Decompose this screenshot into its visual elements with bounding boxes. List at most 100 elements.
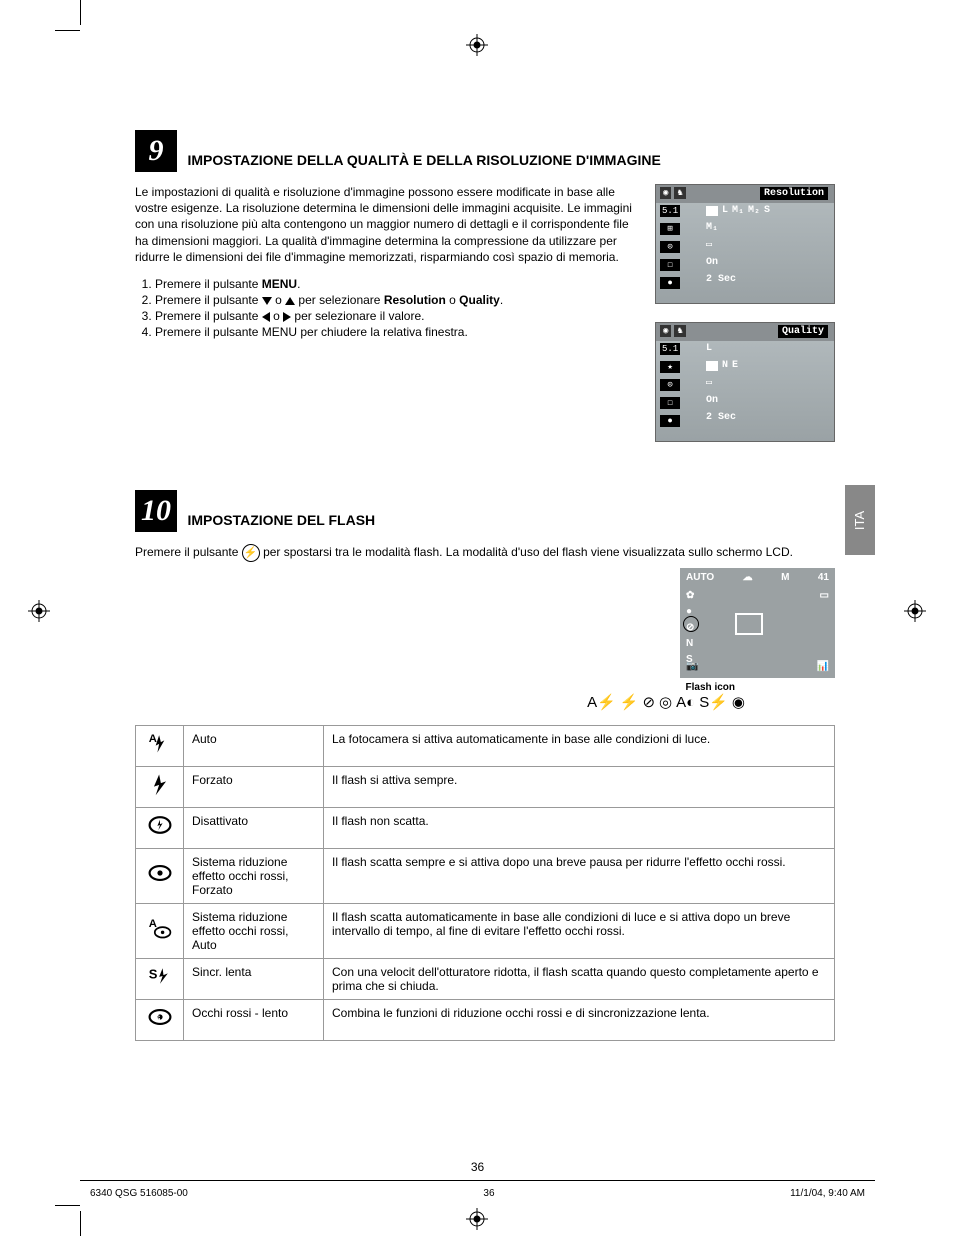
flash-mode-desc: Combina le funzioni di riduzione occhi r… (324, 1000, 835, 1041)
cam-row-icon: ● (660, 277, 680, 289)
flash-mode-desc: Con una velocit dell'otturatore ridotta,… (324, 959, 835, 1000)
cam-row-icon: ★ (660, 361, 680, 373)
step-text: Premere il pulsante (155, 277, 262, 291)
svg-text:A: A (148, 733, 156, 745)
cam-selected-icon (706, 206, 718, 216)
page-content: 9 IMPOSTAZIONE DELLA QUALITÀ E DELLA RIS… (80, 30, 875, 1206)
flash-mode-icon: A⚡ (587, 693, 616, 711)
table-row: Forzato Il flash si attiva sempre. (136, 767, 835, 808)
step-text: . (500, 293, 503, 307)
right-arrow-icon (283, 312, 291, 322)
flash-mode-icon: A◐ (676, 694, 695, 711)
cam-option: ▭ (706, 377, 738, 389)
lcd-indicator: ☁ (743, 572, 753, 583)
flash-redeye-forced-icon (136, 849, 184, 904)
lcd-indicator: AUTO (686, 572, 714, 583)
cam-option: N (722, 360, 728, 371)
section-9-header: 9 IMPOSTAZIONE DELLA QUALITÀ E DELLA RIS… (135, 130, 835, 172)
cam-mode-icon: ◉ (660, 325, 671, 337)
language-tab-label: ITA (852, 510, 867, 529)
lcd-focus-box-icon (735, 613, 763, 635)
step-text: o (273, 309, 283, 323)
camera-screen-resolution: ◉♞ Resolution 5.1 ⊞ ⊙ ☐ ● L M₁ (655, 184, 835, 304)
cam-row-icon: 5.1 (660, 205, 680, 217)
left-arrow-icon (262, 312, 270, 322)
flash-mode-desc: Il flash non scatta. (324, 808, 835, 849)
cam-row-icon: ● (660, 415, 680, 427)
cam-option: E (732, 360, 738, 371)
flash-mode-icon: ⚡ (620, 693, 639, 711)
step-text: o (446, 293, 459, 307)
cam-selected-icon (706, 361, 718, 371)
paragraph-text: per spostarsi tra le modalità flash. La … (263, 545, 793, 559)
svg-text:S: S (148, 967, 157, 982)
table-row: Disattivato Il flash non scatta. (136, 808, 835, 849)
section-10-title: IMPOSTAZIONE DEL FLASH (187, 512, 375, 532)
cam-row-icon: ⊙ (660, 241, 680, 253)
crop-mark (55, 1205, 80, 1206)
camera-screen-quality: ◉♞ Quality 5.1 ★ ⊙ ☐ ● L N (655, 322, 835, 442)
lcd-indicator: M (781, 572, 789, 583)
cam-mode-icon: ◉ (660, 187, 671, 199)
step-1: Premere il pulsante MENU. (155, 277, 643, 291)
flash-mode-desc: Il flash scatta automaticamente in base … (324, 904, 835, 959)
footer-timestamp: 11/1/04, 9:40 AM (790, 1188, 865, 1199)
step-text: per selezionare (298, 293, 383, 307)
page-number: 36 (80, 1160, 875, 1174)
cam-mode-icon: ♞ (674, 187, 685, 199)
cam-mode-icon: ♞ (674, 325, 685, 337)
flash-mode-desc: La fotocamera si attiva automaticamente … (324, 726, 835, 767)
section-10-header: 10 IMPOSTAZIONE DEL FLASH (135, 490, 835, 532)
flash-mode-name: Occhi rossi - lento (184, 1000, 324, 1041)
flash-button-icon: ⚡ (242, 544, 260, 562)
section-10-paragraph: Premere il pulsante ⚡ per spostarsi tra … (135, 544, 835, 562)
down-arrow-icon (262, 297, 272, 305)
flash-mode-name: Disattivato (184, 808, 324, 849)
step-text: Premere il pulsante (155, 293, 262, 307)
svg-text:S: S (155, 1015, 160, 1022)
flash-slow-icon: S (136, 959, 184, 1000)
section-9-steps: Premere il pulsante MENU. Premere il pul… (135, 277, 643, 339)
flash-mode-icon: S⚡ (699, 693, 728, 711)
cam-option: M₁ (732, 205, 744, 216)
flash-mode-name: Sistema riduzione effetto occhi rossi, A… (184, 904, 324, 959)
flash-mode-icon: ⊘ (642, 693, 655, 711)
table-row: Sistema riduzione effetto occhi rossi, F… (136, 849, 835, 904)
cam-option: M₂ (748, 205, 760, 216)
flash-mode-desc: Il flash si attiva sempre. (324, 767, 835, 808)
lcd-indicator: N (686, 638, 694, 649)
lcd-indicator: ✿ (686, 590, 694, 601)
lcd-indicator: 📷 (686, 661, 698, 672)
step-text: o (275, 293, 285, 307)
cam-option: ▭ (706, 239, 770, 251)
cam-option: 2 Sec (706, 274, 770, 285)
flash-mode-name: Auto (184, 726, 324, 767)
language-tab: ITA (845, 485, 875, 555)
flash-mode-name: Sincr. lenta (184, 959, 324, 1000)
flash-forced-icon (136, 767, 184, 808)
camera-lcd-flash: AUTO ☁ M 41 ✿ ● ⊘ N S ▭ (680, 568, 835, 678)
cam-option: L (722, 205, 728, 216)
section-9-title: IMPOSTAZIONE DELLA QUALITÀ E DELLA RISOL… (187, 152, 660, 172)
cam-option: S (764, 205, 770, 216)
callout-circle-icon (683, 616, 699, 632)
flash-mode-icon: ◎ (659, 693, 672, 711)
cam-row-icon: ⊙ (660, 379, 680, 391)
cam-option: On (706, 257, 770, 268)
step-bold: Resolution (384, 293, 446, 307)
registration-mark-icon (904, 600, 926, 622)
section-number-10: 10 (135, 490, 177, 532)
crop-mark (80, 1211, 81, 1236)
step-text: per selezionare il valore. (294, 309, 424, 323)
cam-option: L (706, 343, 738, 354)
table-row: S Sincr. lenta Con una velocit dell'ottu… (136, 959, 835, 1000)
flash-icon-label: Flash icon (135, 682, 735, 693)
flash-mode-icon: ◉ (732, 693, 745, 711)
cam-row-icon: ☐ (660, 259, 680, 271)
step-text: . (297, 277, 300, 291)
table-row: A Auto La fotocamera si attiva automatic… (136, 726, 835, 767)
section-9-paragraph: Le impostazioni di qualità e risoluzione… (135, 184, 643, 265)
step-bold: MENU (262, 277, 297, 291)
step-3: Premere il pulsante o per selezionare il… (155, 309, 643, 323)
registration-mark-icon (28, 600, 50, 622)
